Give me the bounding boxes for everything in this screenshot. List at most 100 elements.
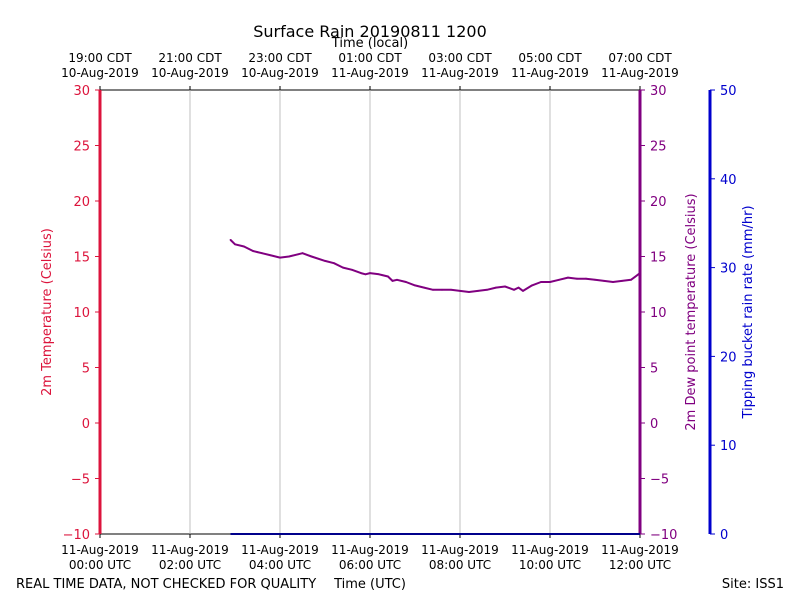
dewpoint-point [243, 245, 245, 248]
dewpoint-point [391, 280, 394, 282]
dewpoint-point [459, 290, 461, 292]
dewpoint-point [310, 255, 313, 258]
temperature-tick-label: 30 [73, 84, 90, 99]
quality-note: REAL TIME DATA, NOT CHECKED FOR QUALITY [16, 577, 316, 592]
rain-tick-label: 50 [720, 84, 737, 99]
dewpoint-point [351, 268, 353, 271]
dewpoint-point [423, 286, 425, 289]
dewpoint-point [405, 281, 407, 283]
rain-tick-label: 10 [720, 439, 737, 454]
top-tick-date: 10-Aug-2019 [61, 66, 139, 80]
dewpoint-point [270, 254, 272, 257]
dewpoint-point [567, 276, 569, 279]
top-tick-date: 10-Aug-2019 [241, 66, 319, 80]
dewpoint-point [432, 288, 434, 291]
dewpoint-axis-label: 2m Dew point temperature (Celsius) [684, 193, 699, 430]
dewpoint-point [396, 278, 398, 281]
dewpoint-line [229, 239, 641, 293]
dewpoint-point [252, 250, 254, 252]
bottom-tick-date: 11-Aug-2019 [151, 543, 229, 557]
dewpoint-tick-label: 15 [650, 251, 667, 266]
dewpoint-point [441, 288, 443, 291]
dewpoint-point [486, 288, 488, 291]
dewpoint-point [495, 286, 497, 289]
temperature-tick-label: 10 [73, 306, 90, 321]
top-tick-time: 01:00 CDT [338, 51, 402, 65]
rain-tick-label: 40 [720, 173, 737, 188]
dewpoint-point [297, 253, 299, 256]
dewpoint-point [558, 278, 560, 281]
bottom-tick-date: 11-Aug-2019 [61, 543, 139, 557]
dewpoint-point [342, 266, 344, 269]
bottom-tick-time: 00:00 UTC [69, 558, 131, 572]
dewpoint-point [468, 291, 470, 293]
dewpoint-point [585, 277, 587, 280]
bottom-tick-date: 11-Aug-2019 [511, 543, 589, 557]
dewpoint-tick-label: 10 [650, 306, 667, 321]
top-axis-label: Time (local) [331, 36, 408, 51]
top-tick-time: 23:00 CDT [248, 51, 312, 65]
dewpoint-point [621, 280, 623, 282]
dewpoint-tick-label: 20 [650, 195, 667, 210]
top-tick-time: 21:00 CDT [158, 51, 222, 65]
temperature-axis-label: 2m Temperature (Celsius) [40, 228, 55, 396]
dewpoint-point [540, 281, 542, 283]
dewpoint-point [234, 243, 236, 246]
bottom-tick-time: 12:00 UTC [609, 558, 671, 572]
rain-tick-label: 20 [720, 350, 737, 365]
dewpoint-tick-label: −10 [650, 528, 677, 543]
bottom-tick-date: 11-Aug-2019 [421, 543, 499, 557]
dewpoint-point [414, 284, 416, 287]
dewpoint-point [387, 275, 389, 278]
dewpoint-point [504, 285, 506, 288]
temperature-tick-label: −10 [63, 528, 90, 543]
dewpoint-point [279, 256, 281, 259]
dewpoint-point [531, 284, 533, 287]
dewpoint-tick-label: 30 [650, 84, 667, 99]
temperature-tick-label: 25 [73, 140, 90, 155]
rain-axis-ticks: 50 40 30 20 10 0 [710, 84, 737, 543]
series-group [229, 239, 641, 535]
left-axis-ticks: 30 25 20 15 10 5 0 −5 −10 [63, 84, 100, 543]
dewpoint-point [549, 281, 551, 283]
dewpoint-axis-ticks: 30 25 20 15 10 5 0 −5 −10 [640, 84, 677, 543]
dewpoint-point [603, 280, 605, 282]
rain-axis-label: Tipping bucket rain rate (mm/hr) [741, 205, 756, 419]
dewpoint-point [261, 252, 263, 255]
top-tick-date: 11-Aug-2019 [511, 66, 589, 80]
dewpoint-point [369, 272, 371, 274]
rain-tick-label: 0 [720, 528, 728, 543]
temperature-tick-label: 5 [82, 362, 90, 377]
top-tick-date: 11-Aug-2019 [601, 66, 679, 80]
temperature-tick-label: 15 [73, 251, 90, 266]
dewpoint-tick-label: 0 [650, 417, 658, 432]
dewpoint-point [639, 272, 641, 274]
top-tick-time: 05:00 CDT [518, 51, 582, 65]
dewpoint-point [477, 290, 479, 292]
dewpoint-point [256, 251, 259, 254]
temperature-tick-label: 20 [73, 195, 90, 210]
bottom-tick-time: 06:00 UTC [339, 558, 401, 572]
dewpoint-point [288, 255, 290, 258]
dewpoint-point [333, 262, 335, 265]
grid-lines [189, 90, 551, 534]
site-label: Site: ISS1 [722, 577, 784, 592]
top-tick-time: 07:00 CDT [608, 51, 672, 65]
dewpoint-point [576, 277, 578, 280]
dewpoint-point [612, 281, 614, 283]
bottom-tick-date: 11-Aug-2019 [241, 543, 319, 557]
dewpoint-point [229, 239, 232, 241]
dewpoint-point [360, 272, 362, 274]
bottom-tick-date: 11-Aug-2019 [331, 543, 409, 557]
dewpoint-point [513, 288, 515, 291]
bottom-tick-date: 11-Aug-2019 [601, 543, 679, 557]
temperature-tick-label: −5 [71, 473, 90, 488]
bottom-tick-time: 08:00 UTC [429, 558, 491, 572]
top-tick-time: 19:00 CDT [68, 51, 132, 65]
dewpoint-point [517, 286, 520, 289]
dewpoint-tick-label: 25 [650, 140, 667, 155]
top-tick-time: 03:00 CDT [428, 51, 492, 65]
